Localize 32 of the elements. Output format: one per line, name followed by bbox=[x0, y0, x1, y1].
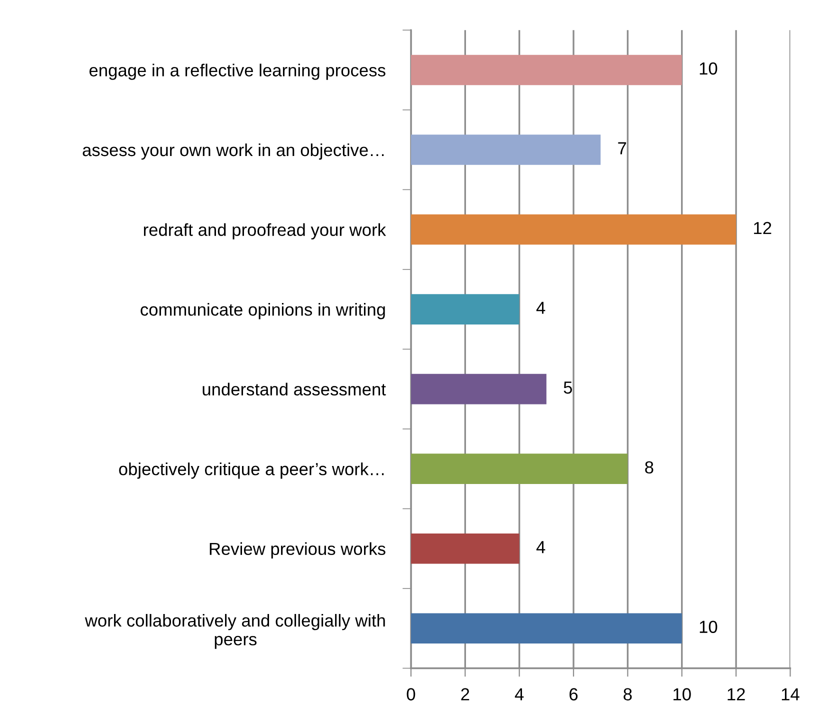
y-tick-label: understand assessment bbox=[202, 382, 386, 396]
x-tick-label: 6 bbox=[570, 688, 578, 700]
data-label: 12 bbox=[754, 222, 772, 234]
x-tick-label: 14 bbox=[782, 688, 800, 700]
data-label: 4 bbox=[536, 302, 546, 314]
data-label: 10 bbox=[700, 620, 718, 634]
bar bbox=[410, 54, 682, 86]
data-label: 4 bbox=[536, 541, 546, 554]
bar bbox=[410, 533, 520, 564]
data-label: 5 bbox=[564, 382, 572, 394]
y-tick-label: communicate opinions in writing bbox=[140, 303, 385, 320]
x-tick-label: 0 bbox=[406, 688, 416, 700]
x-tick-label: 4 bbox=[514, 688, 524, 700]
y-tick-label: engage in a reflective learning process bbox=[89, 64, 386, 80]
y-tick-label: assess your own work in an objective… bbox=[82, 143, 384, 160]
data-label: 10 bbox=[700, 62, 718, 75]
y-tick-label: work collaboratively and collegially with peers bbox=[84, 614, 385, 649]
x-tick-label: 8 bbox=[624, 688, 632, 700]
x-tick-label: 10 bbox=[674, 688, 691, 700]
y-tick-label: redraft and proofread your work bbox=[144, 223, 386, 240]
data-label: 8 bbox=[645, 461, 654, 474]
bar bbox=[410, 214, 736, 245]
bar bbox=[410, 294, 520, 324]
x-tick-label: 12 bbox=[728, 688, 745, 700]
bar bbox=[410, 374, 546, 404]
x-tick-label: 2 bbox=[461, 688, 470, 700]
bar bbox=[410, 134, 601, 165]
data-label: 7 bbox=[618, 142, 626, 154]
bar bbox=[410, 613, 682, 644]
y-tick-label: Review previous works bbox=[210, 542, 386, 558]
bar bbox=[410, 454, 628, 484]
y-tick-label: objectively critique a peer’s work… bbox=[119, 462, 384, 479]
